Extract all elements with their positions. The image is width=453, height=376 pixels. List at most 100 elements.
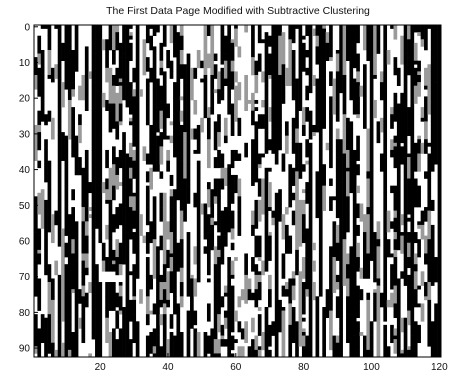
- heatmap-cell: [352, 78, 357, 115]
- heatmap-cell: [393, 135, 398, 144]
- heatmap-cell: [383, 235, 388, 283]
- heatmap-cell: [159, 67, 164, 76]
- heatmap-cell: [318, 117, 323, 158]
- heatmap-cell: [186, 53, 191, 86]
- heatmap-cell: [424, 85, 428, 90]
- heatmap-cell: [217, 132, 221, 147]
- heatmap-cell: [427, 64, 432, 115]
- heatmap-cell: [329, 335, 333, 351]
- heatmap-cell: [50, 67, 55, 83]
- heatmap-cell: [213, 332, 218, 340]
- heatmap-cell: [179, 299, 184, 308]
- heatmap-cell: [407, 217, 411, 222]
- heatmap-cell: [322, 25, 326, 29]
- heatmap-cell: [223, 224, 228, 236]
- heatmap-cell: [437, 232, 442, 276]
- heatmap-cell: [315, 171, 320, 219]
- heatmap-cell: [220, 49, 225, 58]
- heatmap-cell: [407, 242, 411, 258]
- heatmap-cell: [335, 274, 340, 279]
- heatmap-cell: [430, 57, 435, 72]
- heatmap-cell: [383, 192, 388, 236]
- heatmap-cell: [254, 289, 259, 308]
- heatmap-cell: [329, 25, 333, 58]
- heatmap-cell: [40, 25, 45, 29]
- heatmap-cell: [169, 60, 174, 72]
- heatmap-cell: [118, 78, 123, 83]
- heatmap-cell: [227, 353, 232, 358]
- heatmap-cell: [430, 71, 435, 122]
- heatmap-cell: [301, 199, 306, 215]
- heatmap-cell: [234, 28, 238, 47]
- heatmap-cell: [145, 335, 150, 354]
- heatmap-cell: [57, 171, 62, 194]
- heatmap-cell: [335, 71, 340, 90]
- heatmap-cell: [366, 171, 371, 179]
- heatmap-cell: [186, 153, 191, 165]
- heatmap-cell: [417, 185, 421, 201]
- heatmap-cell: [329, 310, 333, 336]
- heatmap-cell: [237, 153, 242, 161]
- heatmap-cell: [424, 110, 428, 122]
- heatmap-cell: [410, 232, 415, 276]
- heatmap-cell: [118, 346, 123, 358]
- heatmap-cell: [261, 178, 265, 186]
- heatmap-cell: [220, 335, 225, 340]
- heatmap-cell: [346, 42, 350, 58]
- heatmap-cell: [329, 196, 333, 211]
- heatmap-cell: [329, 117, 333, 169]
- heatmap-cell: [417, 25, 421, 33]
- heatmap-cell: [122, 132, 126, 147]
- heatmap-cell: [410, 335, 415, 358]
- heatmap-cell: [179, 342, 184, 358]
- heatmap-cell: [206, 349, 211, 354]
- heatmap-cell: [366, 253, 371, 279]
- heatmap-cell: [356, 303, 360, 308]
- heatmap-cell: [128, 182, 133, 194]
- heatmap-cell: [437, 182, 442, 233]
- heatmap-cell: [128, 167, 133, 179]
- heatmap-cell: [261, 185, 265, 201]
- heatmap-cell: [359, 267, 364, 279]
- heatmap-cell: [383, 342, 388, 358]
- heatmap-cell: [413, 67, 418, 86]
- heatmap-cell: [145, 296, 150, 315]
- heatmap-cell: [169, 207, 174, 222]
- heatmap-cell: [251, 317, 255, 333]
- heatmap-cell: [298, 142, 303, 179]
- heatmap-cell: [301, 232, 306, 244]
- heatmap-cell: [173, 296, 177, 315]
- heatmap-cell: [417, 135, 421, 140]
- heatmap-cell: [271, 321, 276, 329]
- heatmap-cell: [379, 71, 384, 83]
- heatmap-cell: [261, 114, 265, 129]
- heatmap-cell: [156, 296, 160, 347]
- heatmap-cell: [420, 303, 425, 322]
- heatmap-cell: [166, 103, 170, 119]
- heatmap-cell: [71, 332, 75, 347]
- heatmap-cell: [210, 217, 215, 226]
- heatmap-cell: [234, 25, 238, 29]
- heatmap-cell: [149, 67, 154, 83]
- heatmap-cell: [362, 110, 367, 129]
- heatmap-cell: [410, 103, 415, 122]
- heatmap-cell: [57, 274, 62, 319]
- heatmap-cell: [159, 60, 164, 69]
- heatmap-cell: [362, 232, 367, 251]
- heatmap-cell: [288, 164, 293, 208]
- heatmap-cell: [386, 210, 391, 229]
- heatmap-cell: [105, 67, 109, 83]
- heatmap-cell: [284, 289, 289, 297]
- heatmap-cell: [434, 332, 438, 358]
- x-axis: 20 40 60 80 100 120: [95, 353, 448, 373]
- heatmap-cell: [40, 314, 45, 344]
- heatmap-cell: [128, 85, 133, 101]
- heatmap-cell: [217, 285, 221, 304]
- heatmap-cell: [105, 57, 109, 69]
- heatmap-cell: [346, 296, 350, 315]
- heatmap-cell: [179, 182, 184, 190]
- heatmap-cell: [169, 232, 174, 247]
- heatmap-cell: [78, 124, 82, 144]
- heatmap-cell: [98, 282, 103, 326]
- heatmap-cell: [335, 53, 340, 72]
